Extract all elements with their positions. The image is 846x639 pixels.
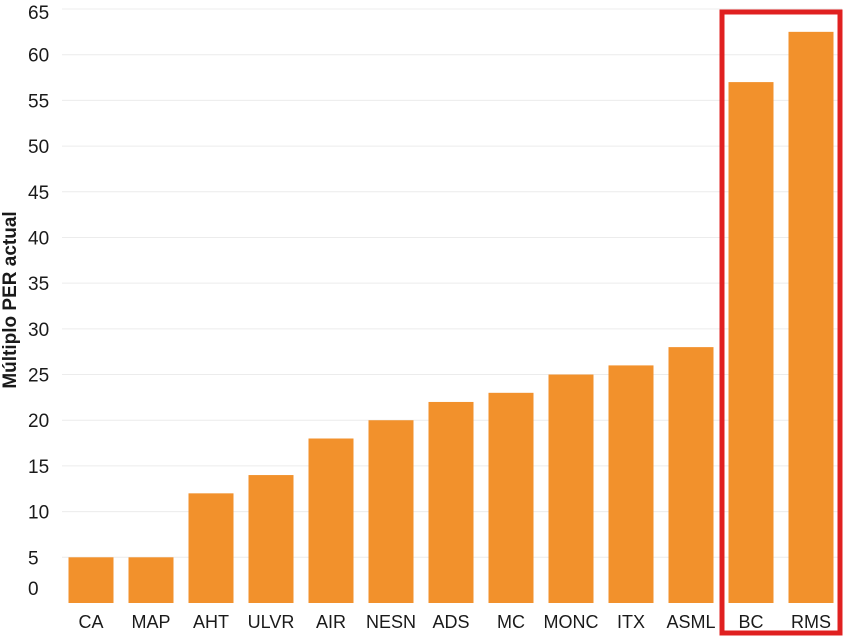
x-tick-label: CA xyxy=(78,612,103,632)
y-tick-label: 5 xyxy=(28,548,39,569)
x-tick-label: NESN xyxy=(366,612,416,632)
y-tick-label: 25 xyxy=(28,366,49,387)
bar-air xyxy=(308,438,354,603)
bar-aht xyxy=(188,493,234,603)
y-tick-label: 35 xyxy=(28,274,49,295)
y-tick-label: 55 xyxy=(28,91,49,112)
y-tick-label: 40 xyxy=(28,228,49,249)
y-axis-label: Múltiplo PER actual xyxy=(0,211,21,388)
y-tick-label: 15 xyxy=(28,457,49,478)
y-tick-label: 20 xyxy=(28,411,49,432)
x-tick-label: AIR xyxy=(316,612,346,632)
bar-nesn xyxy=(368,420,414,603)
x-tick-label: ULVR xyxy=(248,612,295,632)
x-tick-label: ADS xyxy=(432,612,469,632)
y-tick-label: 0 xyxy=(28,579,39,600)
x-tick-label: ASML xyxy=(666,612,715,632)
bar-ulvr xyxy=(248,475,294,603)
bar-ca xyxy=(68,557,114,603)
x-tick-label: RMS xyxy=(791,612,831,632)
x-tick-label: MAP xyxy=(131,612,170,632)
x-tick-label: MC xyxy=(497,612,525,632)
bar-map xyxy=(128,557,174,603)
y-tick-label: 45 xyxy=(28,183,49,204)
x-tick-label: AHT xyxy=(193,612,229,632)
y-tick-label: 50 xyxy=(28,137,49,158)
bar-mc xyxy=(488,392,534,603)
gridlines xyxy=(62,8,842,558)
bar-ads xyxy=(428,401,474,603)
bars xyxy=(68,31,834,604)
bar-rms xyxy=(788,31,834,604)
x-tick-label: ITX xyxy=(617,612,645,632)
bar-bc xyxy=(728,82,774,604)
x-tick-label: BC xyxy=(738,612,763,632)
bar-asml xyxy=(668,347,714,603)
x-tick-label: MONC xyxy=(544,612,599,632)
bar-itx xyxy=(608,365,654,603)
highlight-box xyxy=(719,9,843,636)
y-tick-label: 10 xyxy=(28,503,49,524)
y-tick-label: 65 xyxy=(28,3,49,24)
y-tick-label: 60 xyxy=(28,46,49,67)
y-axis-ticks: 0 5 10 15 20 25 30 35 40 45 50 55 60 65 xyxy=(28,3,49,600)
x-axis-labels: CA MAP AHT ULVR AIR NESN ADS MC MONC ITX ASML BC RMS xyxy=(78,612,831,632)
y-tick-label: 30 xyxy=(28,320,49,341)
bar-monc xyxy=(548,374,594,603)
